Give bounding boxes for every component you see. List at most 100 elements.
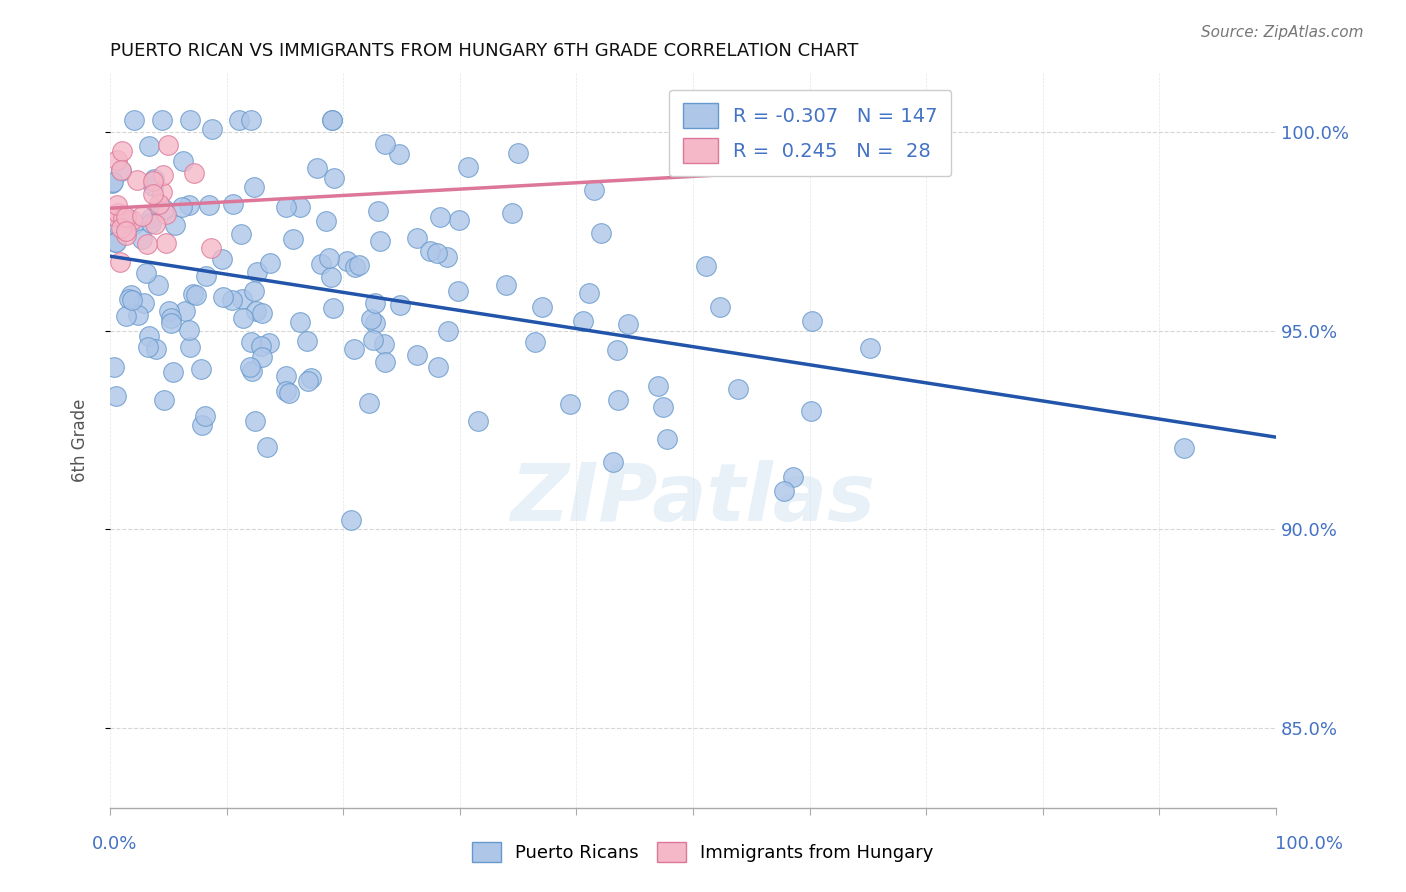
Point bbox=[231, 227, 253, 241]
Point bbox=[695, 259, 717, 273]
Point bbox=[108, 255, 131, 269]
Point bbox=[281, 232, 304, 246]
Point bbox=[651, 400, 673, 414]
Point bbox=[256, 440, 278, 454]
Point bbox=[602, 455, 624, 469]
Point bbox=[709, 301, 731, 315]
Point bbox=[467, 414, 489, 428]
Point bbox=[582, 183, 605, 197]
Point bbox=[181, 286, 204, 301]
Point bbox=[105, 153, 128, 167]
Point bbox=[616, 317, 638, 331]
Text: 100.0%: 100.0% bbox=[1275, 835, 1343, 853]
Point bbox=[201, 121, 224, 136]
Point bbox=[103, 359, 125, 374]
Point bbox=[560, 397, 582, 411]
Point bbox=[148, 196, 170, 211]
Point bbox=[104, 209, 127, 223]
Point bbox=[108, 220, 131, 235]
Point bbox=[103, 175, 125, 189]
Point bbox=[336, 254, 359, 268]
Point bbox=[447, 284, 470, 298]
Point bbox=[607, 392, 630, 407]
Point bbox=[141, 211, 163, 226]
Point bbox=[240, 113, 263, 128]
Point bbox=[221, 196, 243, 211]
Point bbox=[429, 210, 451, 224]
Point bbox=[115, 224, 138, 238]
Point bbox=[572, 314, 595, 328]
Point bbox=[495, 277, 517, 292]
Point bbox=[122, 217, 145, 231]
Point bbox=[142, 171, 165, 186]
Point bbox=[131, 232, 153, 246]
Point bbox=[195, 269, 218, 284]
Point bbox=[859, 341, 882, 355]
Point bbox=[198, 198, 221, 212]
Point bbox=[101, 176, 124, 190]
Point bbox=[782, 470, 804, 484]
Point bbox=[276, 384, 298, 399]
Point bbox=[104, 235, 127, 249]
Point bbox=[157, 138, 180, 153]
Point bbox=[321, 113, 343, 128]
Point bbox=[155, 207, 177, 221]
Point bbox=[110, 162, 132, 177]
Point bbox=[274, 369, 297, 384]
Point bbox=[288, 200, 311, 214]
Point bbox=[406, 348, 429, 362]
Point bbox=[457, 160, 479, 174]
Point bbox=[297, 374, 319, 388]
Point bbox=[134, 296, 156, 310]
Point bbox=[162, 365, 184, 379]
Point bbox=[183, 166, 205, 180]
Point bbox=[155, 236, 177, 251]
Point bbox=[228, 113, 250, 128]
Point bbox=[245, 304, 267, 318]
Point bbox=[436, 251, 458, 265]
Point bbox=[259, 256, 281, 270]
Point bbox=[315, 213, 337, 227]
Point bbox=[160, 316, 183, 330]
Point bbox=[240, 335, 263, 350]
Point bbox=[121, 212, 143, 227]
Point bbox=[136, 340, 159, 354]
Point bbox=[389, 298, 412, 312]
Point bbox=[427, 359, 450, 374]
Point bbox=[299, 370, 322, 384]
Point bbox=[118, 292, 141, 306]
Point bbox=[142, 179, 165, 194]
Point bbox=[150, 113, 173, 128]
Point bbox=[318, 252, 340, 266]
Point bbox=[290, 315, 312, 329]
Text: PUERTO RICAN VS IMMIGRANTS FROM HUNGARY 6TH GRADE CORRELATION CHART: PUERTO RICAN VS IMMIGRANTS FROM HUNGARY … bbox=[110, 42, 859, 60]
Point bbox=[150, 185, 173, 199]
Point bbox=[437, 324, 460, 338]
Point bbox=[122, 113, 145, 128]
Point bbox=[250, 339, 273, 353]
Point bbox=[373, 337, 395, 351]
Point bbox=[364, 295, 387, 310]
Point bbox=[800, 313, 823, 327]
Point bbox=[138, 139, 160, 153]
Point bbox=[173, 303, 195, 318]
Point bbox=[252, 350, 274, 364]
Point bbox=[111, 211, 134, 225]
Point bbox=[240, 364, 263, 378]
Point bbox=[184, 288, 207, 302]
Point bbox=[127, 172, 149, 186]
Point bbox=[127, 308, 149, 322]
Point bbox=[120, 288, 142, 302]
Point bbox=[374, 137, 396, 152]
Point bbox=[232, 311, 254, 326]
Point bbox=[530, 300, 553, 314]
Point bbox=[243, 414, 266, 428]
Point bbox=[297, 334, 319, 348]
Point bbox=[114, 309, 136, 323]
Point bbox=[163, 219, 186, 233]
Point bbox=[114, 215, 136, 229]
Point bbox=[153, 393, 176, 408]
Point bbox=[211, 290, 233, 304]
Point bbox=[136, 237, 159, 252]
Point bbox=[143, 217, 166, 231]
